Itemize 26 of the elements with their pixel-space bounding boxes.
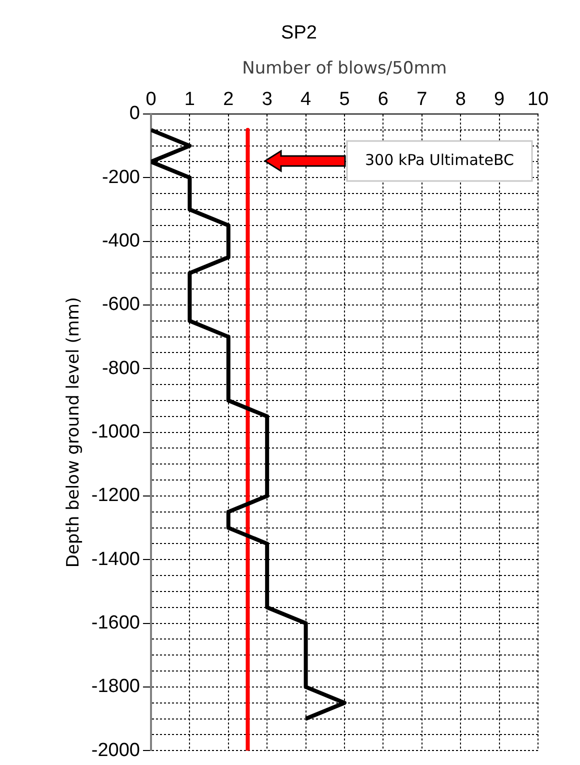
x-tick-label: 1 [184,88,195,110]
y-tick-label: -1200 [91,485,140,506]
x-tick-label: 6 [378,88,388,110]
y-tick-label: -400 [102,230,140,252]
y-axis-title: Depth below ground level (mm) [64,296,84,568]
x-tick-label: 0 [146,88,156,110]
y-tick-label: -2000 [91,740,140,761]
y-tick-label: -800 [102,358,140,379]
y-tick-label: -1600 [91,612,140,634]
x-tick-label: 3 [262,88,272,110]
y-tick-label: -1000 [91,422,140,443]
y-tick-label: -200 [102,166,140,188]
x-tick-label: 10 [527,88,549,110]
x-tick-label: 9 [494,88,505,110]
x-tick-label: 7 [416,88,428,110]
x-tick-label: 4 [300,88,312,110]
y-tick-label: -1800 [91,676,140,698]
x-tick-label: 8 [455,88,466,110]
chart-title: SP2 [281,22,317,44]
y-tick-label: 0 [129,103,140,124]
x-axis-title: Number of blows/50mm [242,58,447,78]
y-tick-label: -600 [102,294,140,316]
x-tick-label: 2 [223,88,234,110]
x-tick-label: 5 [339,88,350,110]
y-tick-label: -1400 [91,548,140,570]
annotation: 300 kPa UltimateBC [364,150,514,169]
